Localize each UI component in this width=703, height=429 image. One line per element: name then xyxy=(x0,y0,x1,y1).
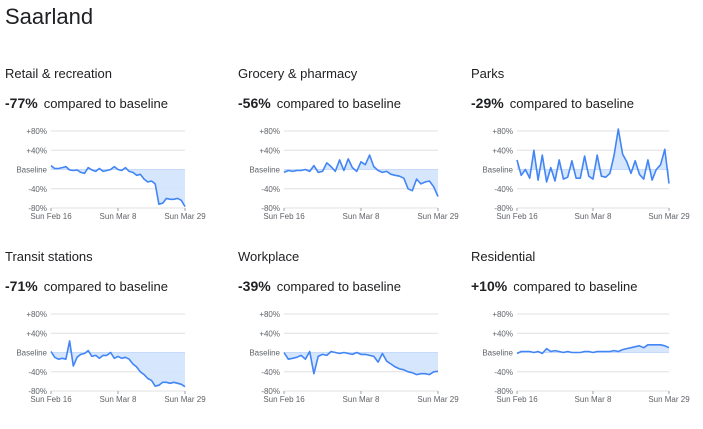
x-tick-label: Sun Mar 29 xyxy=(417,395,459,404)
panel-retail: Retail & recreation -77% compared to base… xyxy=(5,66,237,246)
change-percent: -39% xyxy=(238,278,271,294)
y-tick-label: -80% xyxy=(261,204,280,213)
y-tick-label: +80% xyxy=(492,127,513,136)
panel-residential: Residential +10% compared to baseline +80… xyxy=(471,249,703,429)
series-line xyxy=(50,340,186,388)
x-tick-label: Sun Mar 29 xyxy=(164,395,206,404)
panel-workplace: Workplace -39% compared to baseline +80% +… xyxy=(238,249,470,429)
y-tick-label: Baseline xyxy=(16,166,47,175)
series-line xyxy=(50,164,186,208)
panel-change: +10% compared to baseline xyxy=(471,278,638,294)
panel-change: -71% compared to baseline xyxy=(5,278,168,294)
y-tick-label: +80% xyxy=(259,127,280,136)
y-tick-label: +40% xyxy=(259,146,280,155)
change-suffix: compared to baseline xyxy=(513,279,638,294)
y-tick-label: -40% xyxy=(494,368,513,377)
panel-title: Retail & recreation xyxy=(5,66,112,81)
difference-area xyxy=(51,165,185,207)
change-suffix: compared to baseline xyxy=(43,279,168,294)
change-percent: -56% xyxy=(238,95,271,111)
series-line xyxy=(516,343,670,355)
panel-grocery: Grocery & pharmacy -56% compared to basel… xyxy=(238,66,470,246)
y-tick-label: -80% xyxy=(28,204,47,213)
change-suffix: compared to baseline xyxy=(43,96,168,111)
y-tick-label: +40% xyxy=(259,329,280,338)
panel-parks: Parks -29% compared to baseline +80% +40% B… xyxy=(471,66,703,246)
panel-transit: Transit stations -71% compared to baselin… xyxy=(5,249,237,429)
difference-area xyxy=(51,340,185,387)
y-tick-label: +40% xyxy=(26,329,47,338)
panel-title: Parks xyxy=(471,66,505,81)
x-tick-label: Sun Feb 16 xyxy=(263,395,305,404)
series-line xyxy=(283,154,439,197)
y-tick-label: Baseline xyxy=(16,349,47,358)
y-tick-label: -40% xyxy=(494,185,513,194)
x-tick-label: Sun Feb 16 xyxy=(496,395,538,404)
x-tick-label: Sun Mar 29 xyxy=(648,212,690,221)
y-tick-label: Baseline xyxy=(249,166,280,175)
mobility-chart: +80% +40% Baseline -40% -80%Sun Feb 16 Sun Ma… xyxy=(482,127,690,221)
change-suffix: compared to baseline xyxy=(509,96,634,111)
y-tick-label: -80% xyxy=(494,387,513,396)
x-tick-label: Sun Mar 8 xyxy=(100,212,137,221)
panel-change: -77% compared to baseline xyxy=(5,95,168,111)
series-line xyxy=(283,350,439,376)
y-tick-label: +80% xyxy=(259,310,280,319)
panel-title: Grocery & pharmacy xyxy=(238,66,358,81)
y-tick-label: +40% xyxy=(492,329,513,338)
x-tick-label: Sun Mar 8 xyxy=(575,395,612,404)
panel-title: Residential xyxy=(471,249,536,264)
y-tick-label: -40% xyxy=(28,368,47,377)
x-tick-label: Sun Mar 29 xyxy=(417,212,459,221)
y-tick-label: Baseline xyxy=(482,349,513,358)
x-tick-label: Sun Mar 29 xyxy=(164,212,206,221)
x-tick-label: Sun Feb 16 xyxy=(30,395,72,404)
mobility-chart: +80% +40% Baseline -40% -80%Sun Feb 16 Sun Ma… xyxy=(482,310,690,404)
y-tick-label: -40% xyxy=(261,185,280,194)
panel-change: -29% compared to baseline xyxy=(471,95,634,111)
mobility-chart: +80% +40% Baseline -40% -80%Sun Feb 16 Sun Ma… xyxy=(16,310,206,404)
x-tick-label: Sun Feb 16 xyxy=(30,212,72,221)
y-tick-label: -40% xyxy=(28,185,47,194)
y-tick-label: +40% xyxy=(26,146,47,155)
change-suffix: compared to baseline xyxy=(276,96,401,111)
y-tick-label: +40% xyxy=(492,146,513,155)
y-tick-label: Baseline xyxy=(249,349,280,358)
series-line xyxy=(516,128,670,184)
panel-change: -56% compared to baseline xyxy=(238,95,401,111)
change-percent: -77% xyxy=(5,95,38,111)
x-tick-label: Sun Feb 16 xyxy=(263,212,305,221)
panel-title: Transit stations xyxy=(5,249,93,264)
change-percent: -29% xyxy=(471,95,504,111)
y-tick-label: +80% xyxy=(26,310,47,319)
y-tick-label: -80% xyxy=(494,204,513,213)
x-tick-label: Sun Mar 29 xyxy=(648,395,690,404)
x-tick-label: Sun Mar 8 xyxy=(343,395,380,404)
x-tick-label: Sun Feb 16 xyxy=(496,212,538,221)
mobility-chart: +80% +40% Baseline -40% -80%Sun Feb 16 Sun Ma… xyxy=(249,310,459,404)
x-tick-label: Sun Mar 8 xyxy=(100,395,137,404)
mobility-chart: +80% +40% Baseline -40% -80%Sun Feb 16 Sun Ma… xyxy=(249,127,459,221)
y-tick-label: +80% xyxy=(26,127,47,136)
change-percent: +10% xyxy=(471,278,508,294)
panel-title: Workplace xyxy=(238,249,300,264)
y-tick-label: Baseline xyxy=(482,166,513,175)
mobility-chart: +80% +40% Baseline -40% -80%Sun Feb 16 Sun Ma… xyxy=(16,127,206,221)
y-tick-label: -80% xyxy=(28,387,47,396)
y-tick-label: -80% xyxy=(261,387,280,396)
change-percent: -71% xyxy=(5,278,38,294)
change-suffix: compared to baseline xyxy=(276,279,401,294)
x-tick-label: Sun Mar 8 xyxy=(343,212,380,221)
region-title: Saarland xyxy=(5,4,94,29)
y-tick-label: +80% xyxy=(492,310,513,319)
y-tick-label: -40% xyxy=(261,368,280,377)
x-tick-label: Sun Mar 8 xyxy=(575,212,612,221)
panel-change: -39% compared to baseline xyxy=(238,278,401,294)
